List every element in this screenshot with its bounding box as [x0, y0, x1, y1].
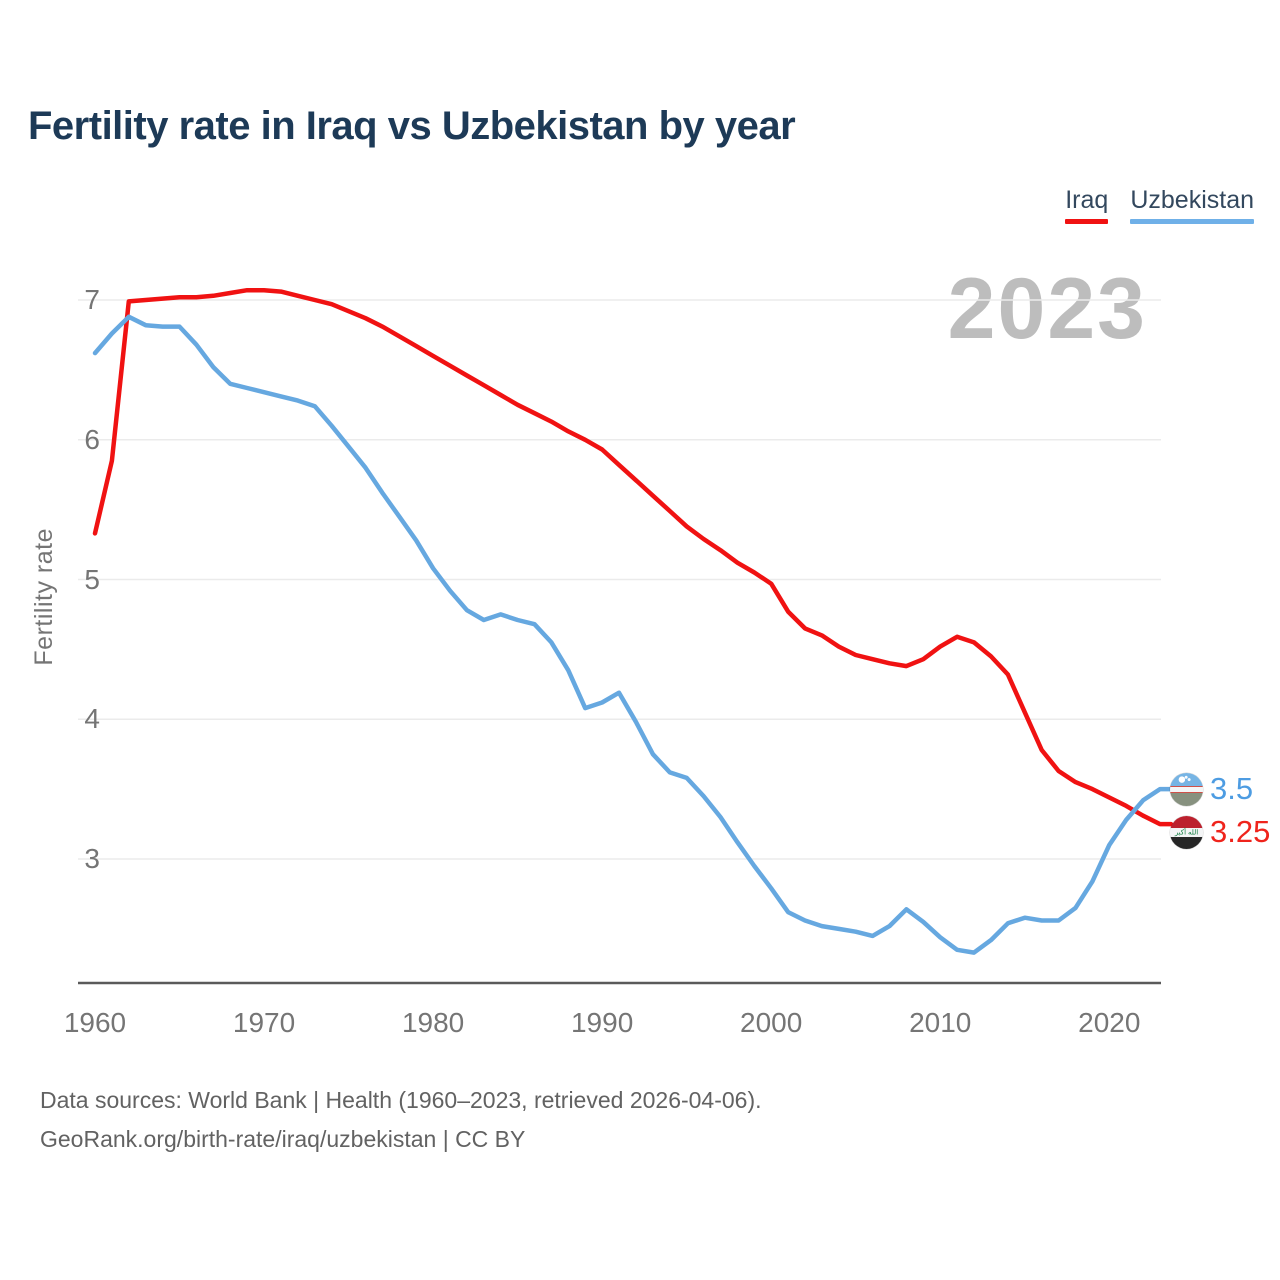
- uzbekistan-end-value: 3.5: [1210, 771, 1254, 806]
- y-tick-label: 6: [84, 423, 100, 455]
- x-tick-label: 2010: [909, 1007, 972, 1038]
- x-tick-label: 1980: [401, 1007, 465, 1038]
- footer-source-line: Data sources: World Bank | Health (1960–…: [40, 1087, 762, 1113]
- legend-underline-iraq: [1065, 219, 1109, 224]
- iraq-line: [92, 287, 1174, 827]
- iraq-flag-icon: [1170, 816, 1203, 849]
- footer-license-line: GeoRank.org/birth-rate/iraq/uzbekistan |…: [40, 1126, 526, 1152]
- footer: Data sources: World Bank | Health (1960–…: [40, 1081, 762, 1159]
- legend: Iraq Uzbekistan: [1065, 186, 1254, 224]
- chart-title: Fertility rate in Iraq vs Uzbekistan by …: [28, 104, 796, 148]
- y-tick-label: 4: [84, 703, 100, 735]
- uzbekistan-line: [92, 314, 1174, 955]
- y-axis-title: Fertility rate: [30, 528, 58, 666]
- x-tick-label: 1990: [570, 1007, 634, 1038]
- watermark-year: 2023: [947, 261, 1147, 357]
- y-tick-label: 3: [84, 843, 100, 874]
- x-tick-label: 2000: [740, 1007, 803, 1038]
- y-tick-label: 7: [84, 284, 100, 315]
- x-tick-label: 2020: [1078, 1007, 1141, 1038]
- uzbekistan-flag-icon: [1170, 773, 1203, 806]
- legend-label-uzbekistan: Uzbekistan: [1130, 186, 1254, 214]
- x-tick-label: 1960: [63, 1007, 127, 1038]
- x-tick-label: 1970: [232, 1007, 296, 1038]
- legend-item-uzbekistan[interactable]: Uzbekistan: [1130, 186, 1254, 224]
- legend-underline-uzbekistan: [1130, 219, 1254, 224]
- legend-label-iraq: Iraq: [1065, 186, 1109, 214]
- y-tick-label: 5: [84, 563, 100, 595]
- iraq-end-value: 3.25: [1210, 814, 1271, 849]
- legend-item-iraq[interactable]: Iraq: [1065, 186, 1109, 224]
